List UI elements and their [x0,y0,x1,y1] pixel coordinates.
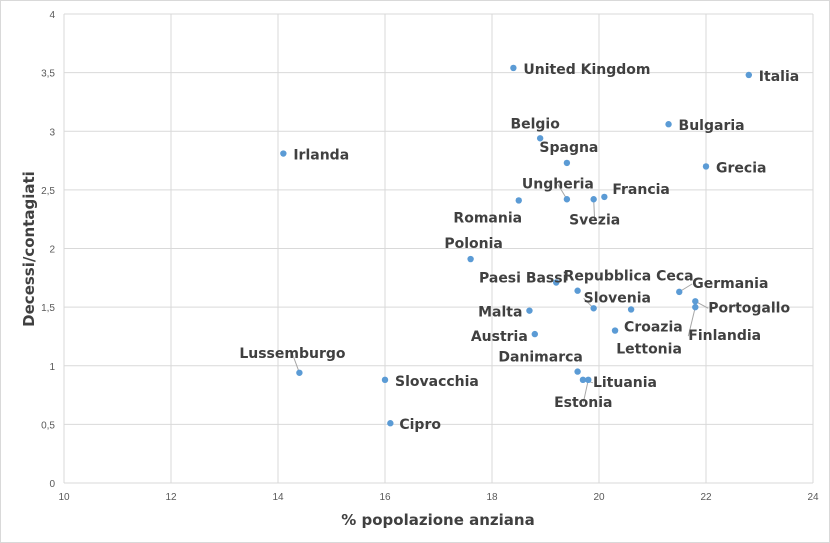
data-point [280,150,287,157]
point-label: Cipro [399,417,441,433]
data-point [531,330,538,338]
y-tick-label: 1,5 [41,303,55,314]
leader-line [687,307,696,337]
point-labels: Italia United Kingdom Bulgaria Belgio Irland… [239,62,799,433]
point-label: Belgio [510,116,560,132]
y-tick-label: 0,5 [41,420,55,431]
data-point [515,197,522,204]
data-point [601,193,608,201]
data-point [585,376,592,384]
point-label: Germania [692,276,768,292]
point-label: Austria [471,329,528,345]
x-axis-title: % popolazione anziana [341,511,534,529]
x-tick-label: 16 [379,492,391,503]
data-point [702,163,710,170]
point-label: Polonia [444,236,503,252]
point-label: Svezia [569,212,620,228]
point-label: Malta [478,305,522,321]
data-points [280,64,752,427]
x-tick-label: 14 [272,492,284,503]
x-tick-label: 20 [593,492,605,503]
data-point [296,369,303,376]
data-point [467,255,474,263]
point-label: Slovacchia [395,374,479,390]
leader-line [291,353,300,373]
x-tick-label: 24 [807,492,819,503]
point-label: Romania [453,210,522,226]
point-label: United Kingdom [523,62,650,78]
y-tick-label: 1 [49,362,55,373]
y-tick-label: 4 [49,10,55,21]
data-point [590,196,597,203]
data-point [692,298,699,305]
x-tick-label: 18 [486,492,498,503]
data-point [611,327,619,334]
x-tick-label: 12 [165,492,177,503]
data-point [563,159,571,167]
point-label: Slovenia [584,290,651,306]
data-point [745,71,752,79]
point-label: Lituania [593,375,657,391]
data-point [579,376,587,384]
point-label: Lussemburgo [239,346,346,362]
point-label: Spagna [539,140,598,156]
tick-labels: 10 12 14 16 18 20 22 24 0 0,5 1 1,5 2 2,5 3 3,5 4 [41,10,819,503]
point-label: Francia [612,182,670,198]
data-point [563,196,571,203]
x-tick-label: 10 [58,492,70,503]
data-point [665,121,672,128]
point-label: Estonia [554,395,612,411]
point-label: Danimarca [498,350,583,366]
point-label: Lettonia [616,341,682,357]
point-label: Repubblica Ceca [564,269,694,285]
y-tick-label: 0 [49,479,55,490]
leader-line [582,379,589,403]
gridlines [63,13,814,484]
point-label: Italia [759,69,799,85]
data-point [381,376,389,384]
y-axis-title: Decessi/contagiati [20,171,38,327]
point-label: Grecia [716,160,766,176]
data-point [387,420,394,427]
data-point [627,306,635,313]
data-point [574,368,581,375]
point-label: Bulgaria [679,118,745,134]
point-label: Ungheria [522,176,594,192]
data-point [526,307,533,314]
y-tick-label: 3,5 [41,69,55,80]
point-label: Portogallo [708,300,790,316]
data-point [536,135,544,142]
data-point [574,287,581,294]
data-point [590,305,597,312]
data-point [676,288,683,296]
y-tick-label: 3 [49,127,55,138]
y-tick-label: 2 [49,245,55,256]
data-point [692,303,699,311]
data-point [510,64,517,72]
data-point [553,279,560,286]
x-tick-label: 22 [700,492,712,503]
point-label: Paesi Bassi [479,271,567,287]
y-tick-label: 2,5 [41,186,55,197]
point-label: Finlandia [688,328,761,344]
point-label: Croazia [624,320,683,336]
point-label: Irlanda [293,148,349,164]
leader-line [593,199,596,221]
